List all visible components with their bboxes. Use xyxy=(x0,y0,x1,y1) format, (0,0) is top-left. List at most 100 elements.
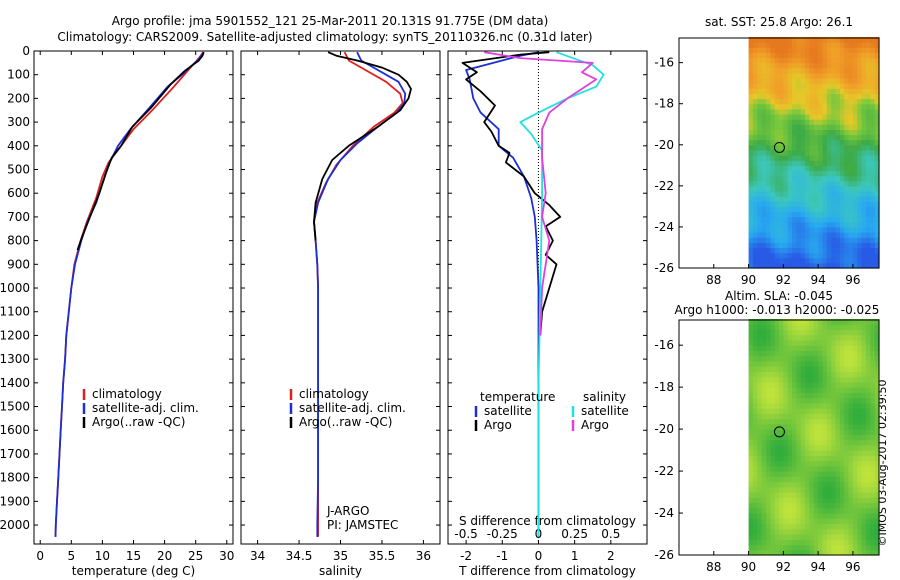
heatmap-cell xyxy=(866,460,871,467)
heatmap-cell xyxy=(848,355,854,362)
heatmap-cell xyxy=(752,392,758,399)
y-tick-label: 1300 xyxy=(0,352,30,366)
heatmap-cell xyxy=(866,392,871,399)
heatmap-cell xyxy=(861,201,867,207)
heatmap-cell xyxy=(813,72,819,79)
heatmap-cell xyxy=(752,502,758,509)
heatmap-cell xyxy=(857,196,863,202)
heatmap-cell xyxy=(796,124,802,130)
heatmap-cell xyxy=(870,103,876,110)
heatmap-cell xyxy=(874,134,880,141)
heatmap-cell xyxy=(757,371,763,378)
heatmap-cell xyxy=(796,108,802,115)
heatmap-cell xyxy=(826,486,832,493)
heatmap-cell xyxy=(831,355,837,362)
heatmap-cell xyxy=(757,345,763,351)
heatmap-cell xyxy=(770,539,776,546)
heatmap-cell xyxy=(818,78,823,84)
heatmap-cell xyxy=(809,114,815,120)
heatmap-cell xyxy=(866,144,871,151)
heatmap-cell xyxy=(805,211,810,218)
heatmap-cell xyxy=(870,237,876,243)
heatmap-cell xyxy=(787,170,793,177)
heatmap-cell xyxy=(813,513,819,519)
heatmap-cell xyxy=(839,539,845,546)
heatmap-cell xyxy=(835,360,841,367)
heatmap-cell xyxy=(874,93,880,100)
heatmap-cell xyxy=(792,492,797,498)
heatmap-cell xyxy=(813,518,819,525)
heatmap-cell xyxy=(818,319,823,325)
heatmap-cell xyxy=(757,83,763,89)
heatmap-cell xyxy=(839,52,845,59)
heatmap-cell xyxy=(809,88,815,94)
heatmap-cell xyxy=(857,481,863,488)
heatmap-cell xyxy=(792,185,797,192)
heatmap-cell xyxy=(839,62,845,69)
heatmap-cell xyxy=(809,455,815,462)
heatmap-cell xyxy=(870,139,876,146)
heatmap-cell xyxy=(826,149,832,156)
heatmap-cell xyxy=(870,88,876,94)
heatmap-cell xyxy=(831,439,837,446)
heatmap-cell xyxy=(770,108,776,115)
heatmap-cell xyxy=(757,434,763,441)
heatmap-cell xyxy=(774,471,780,477)
heatmap-cell xyxy=(844,211,850,218)
heatmap-cell xyxy=(844,465,850,472)
heatmap-cell xyxy=(752,523,758,530)
heatmap-cell xyxy=(761,221,767,228)
heatmap-cell xyxy=(839,486,845,493)
heatmap-cell xyxy=(779,339,784,346)
heatmap-cell xyxy=(761,144,767,151)
heatmap-cell xyxy=(748,408,754,414)
heatmap-cell xyxy=(826,371,832,378)
heatmap-cell xyxy=(826,114,832,120)
heatmap-cell xyxy=(870,544,876,551)
heatmap-cell xyxy=(796,226,802,233)
heatmap-cell xyxy=(857,262,863,269)
heatmap-cell xyxy=(822,206,828,213)
heatmap-cell xyxy=(787,319,793,325)
heatmap-cell xyxy=(774,507,780,514)
heatmap-cell xyxy=(857,460,863,467)
heatmap-cell xyxy=(792,160,797,166)
heatmap-cell xyxy=(835,549,841,556)
heatmap-cell xyxy=(770,371,776,378)
heatmap-cell xyxy=(818,72,823,79)
heatmap-cell xyxy=(826,381,832,388)
heatmap-cell xyxy=(757,160,763,166)
heatmap-cell xyxy=(805,88,810,94)
heatmap-cell xyxy=(818,465,823,472)
heatmap-cell xyxy=(844,67,850,74)
heatmap-cell xyxy=(783,47,789,53)
heatmap-cell xyxy=(761,450,767,456)
heatmap-cell xyxy=(748,247,754,254)
heatmap-cell xyxy=(805,518,810,525)
heatmap-cell xyxy=(800,460,806,467)
heatmap-cell xyxy=(770,345,776,351)
heatmap-cell xyxy=(792,418,797,425)
heatmap-cell xyxy=(861,513,867,519)
heatmap-cell xyxy=(766,518,771,525)
heatmap-cell xyxy=(766,196,771,202)
heatmap-cell xyxy=(752,119,758,125)
heatmap-cell xyxy=(752,52,758,59)
heatmap-cell xyxy=(757,170,763,177)
heatmap-cell xyxy=(783,355,789,362)
heatmap-cell xyxy=(805,392,810,399)
heatmap-cell xyxy=(866,57,871,64)
heatmap-cell xyxy=(779,134,784,141)
heatmap-cell xyxy=(766,160,771,166)
heatmap-cell xyxy=(822,262,828,269)
heatmap-cell xyxy=(752,486,758,493)
heatmap-cell xyxy=(826,319,832,325)
heatmap-cell xyxy=(861,444,867,451)
heatmap-cell xyxy=(792,155,797,161)
heatmap-cell xyxy=(761,319,767,325)
heatmap-cell xyxy=(779,460,784,467)
y-tick-label: 1500 xyxy=(0,400,30,414)
heatmap-cell xyxy=(866,67,871,74)
heatmap-cell xyxy=(805,98,810,105)
heatmap-cell xyxy=(800,262,806,269)
